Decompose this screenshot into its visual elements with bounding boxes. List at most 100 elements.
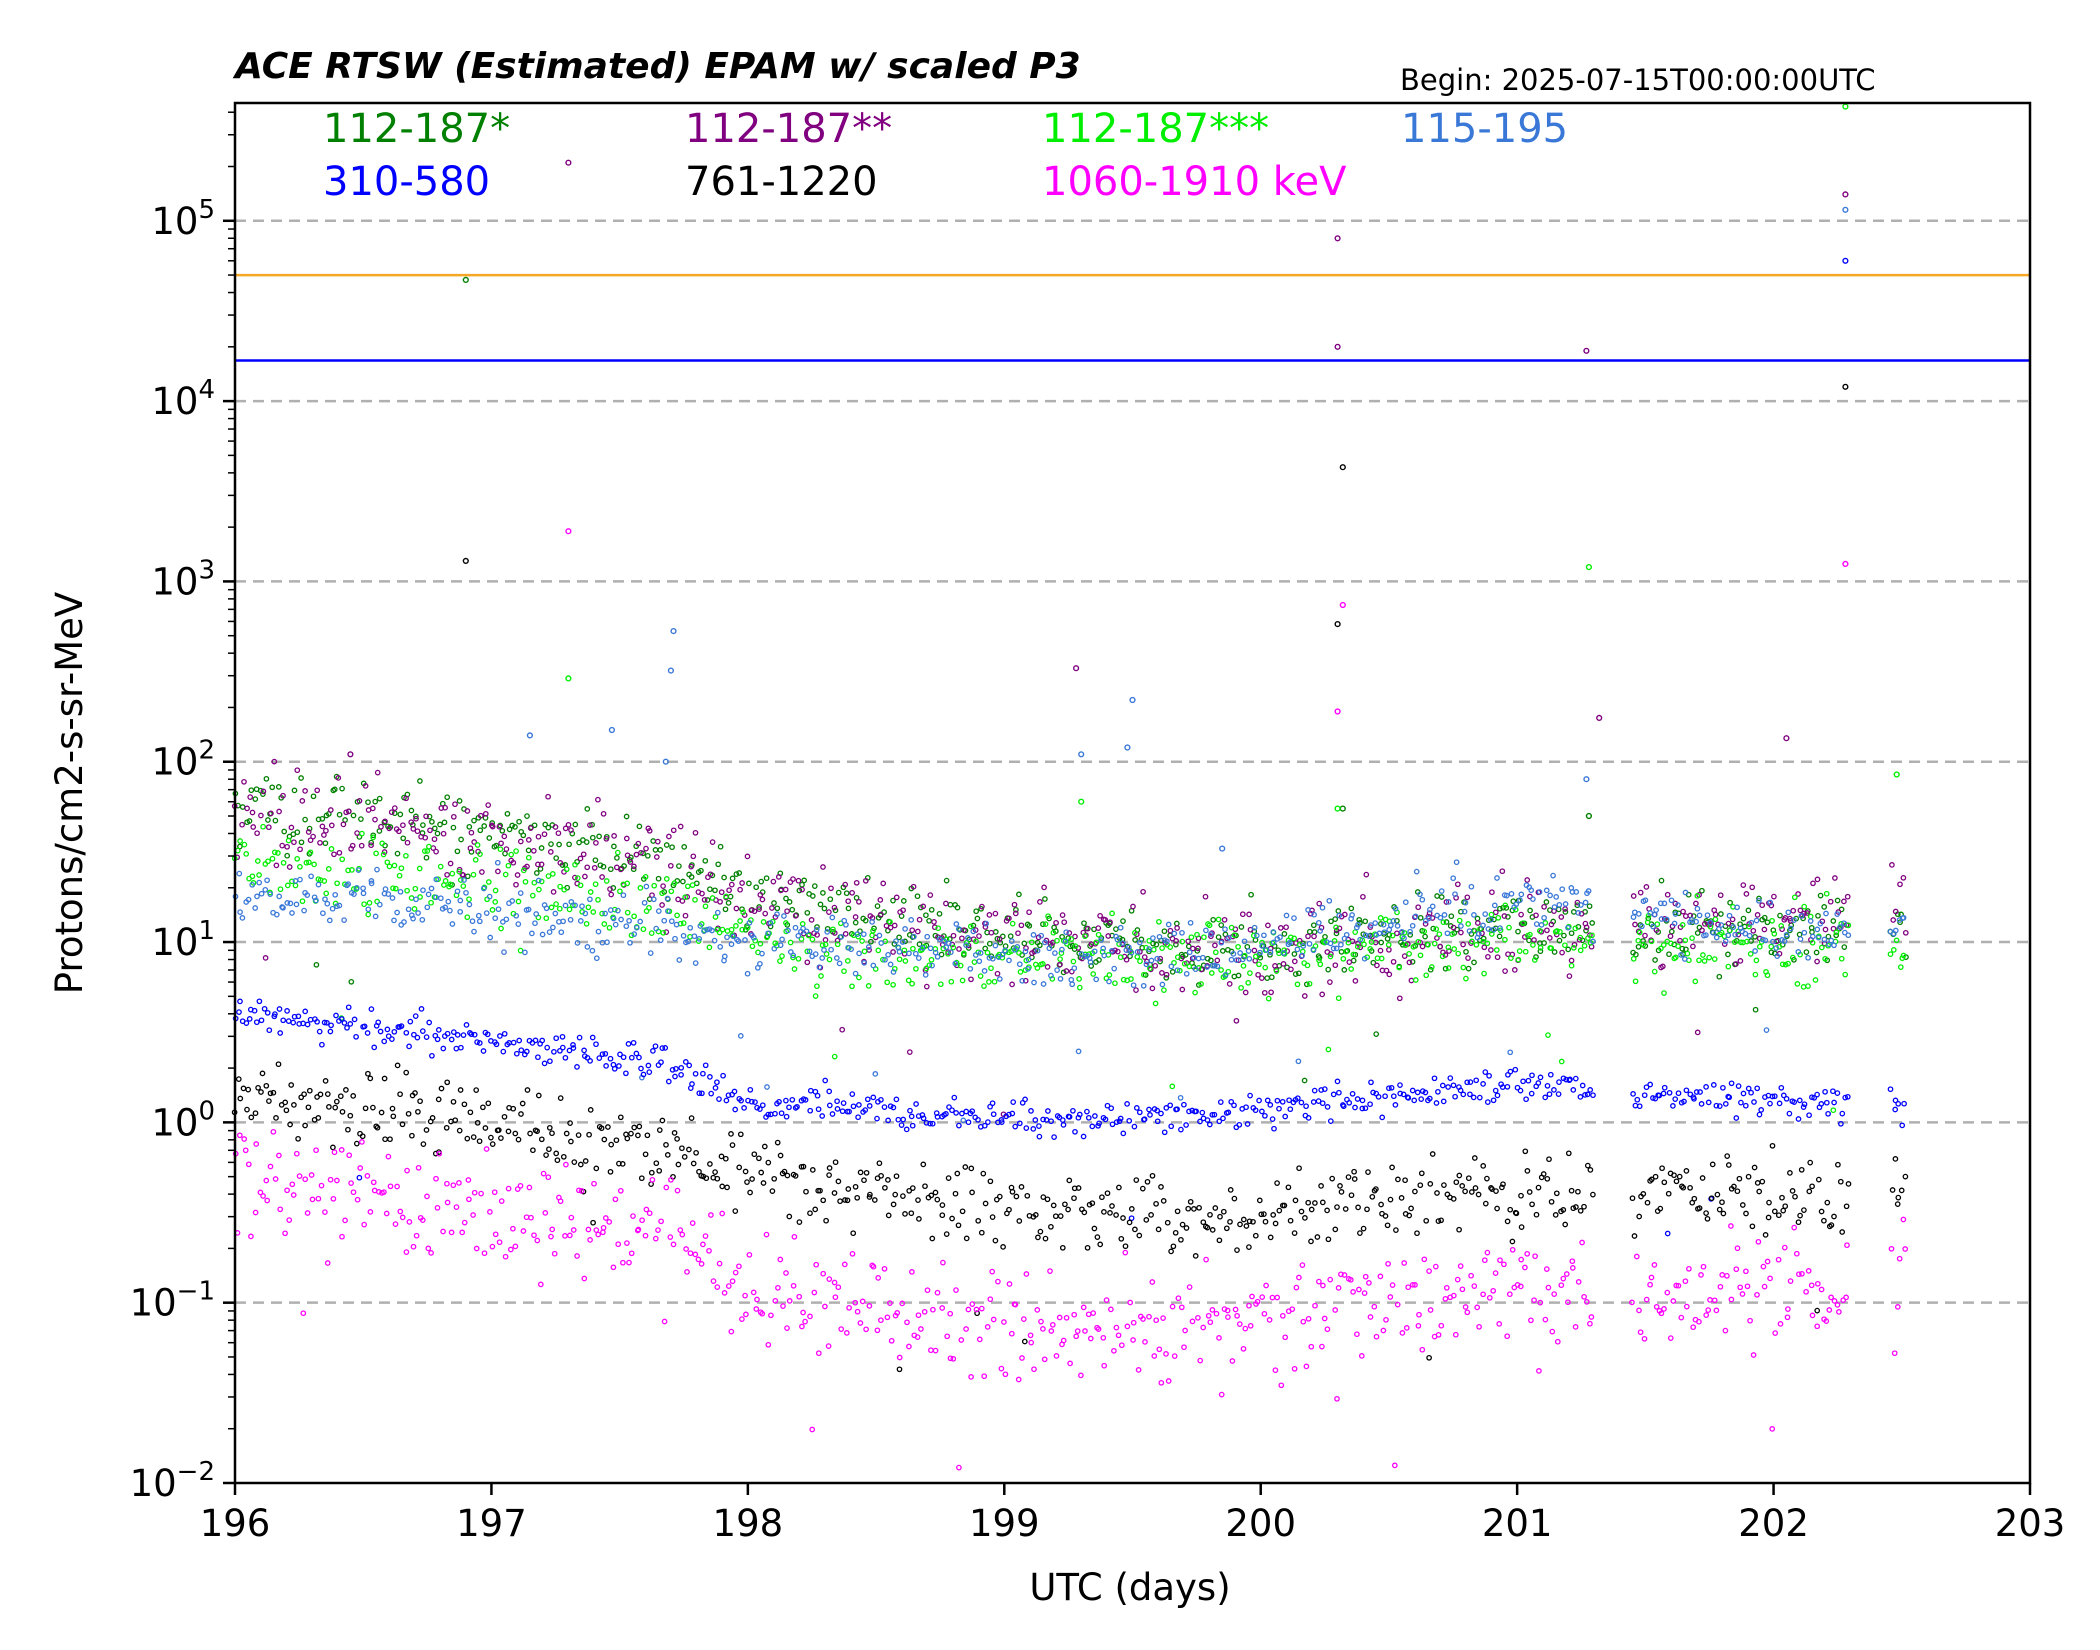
data-point bbox=[824, 925, 831, 932]
data-point bbox=[1231, 1195, 1238, 1202]
data-point bbox=[1212, 1205, 1219, 1211]
data-point bbox=[835, 1284, 842, 1291]
data-point bbox=[990, 1316, 997, 1323]
data-point bbox=[1777, 912, 1783, 919]
data-point bbox=[533, 911, 540, 917]
data-point bbox=[350, 812, 357, 819]
data-point bbox=[1465, 921, 1472, 927]
data-point bbox=[1224, 1307, 1231, 1314]
data-point bbox=[854, 1194, 861, 1201]
data-point bbox=[1675, 943, 1681, 950]
data-point bbox=[1484, 940, 1491, 947]
data-point bbox=[1181, 1101, 1187, 1108]
data-point bbox=[1814, 1280, 1821, 1287]
data-point bbox=[852, 1299, 859, 1306]
data-point bbox=[1126, 1219, 1133, 1226]
data-point bbox=[1528, 1090, 1535, 1097]
data-point bbox=[1786, 1110, 1793, 1117]
data-point bbox=[1551, 949, 1558, 955]
data-point bbox=[387, 1136, 393, 1143]
data-point bbox=[341, 917, 347, 923]
data-point bbox=[1014, 944, 1021, 950]
data-point bbox=[1568, 930, 1575, 937]
data-point bbox=[749, 1176, 755, 1182]
data-point bbox=[1481, 944, 1488, 951]
data-point bbox=[1358, 1353, 1365, 1359]
data-point bbox=[1267, 1102, 1274, 1108]
data-point bbox=[590, 909, 597, 915]
data-point bbox=[1185, 1205, 1192, 1212]
data-point bbox=[1586, 903, 1593, 910]
data-point bbox=[1100, 1334, 1107, 1341]
data-point bbox=[1698, 1101, 1705, 1107]
data-point bbox=[554, 1157, 561, 1164]
data-point bbox=[621, 863, 627, 869]
data-point bbox=[623, 835, 630, 842]
data-point bbox=[1526, 1189, 1533, 1195]
data-point bbox=[1269, 1116, 1276, 1122]
data-point bbox=[1366, 1280, 1372, 1286]
data-point bbox=[1371, 1303, 1378, 1310]
data-point bbox=[1696, 1318, 1702, 1325]
data-point bbox=[326, 1104, 332, 1110]
data-point bbox=[807, 1210, 813, 1217]
data-point bbox=[1318, 1183, 1324, 1189]
data-point bbox=[434, 1204, 441, 1211]
data-point bbox=[733, 905, 740, 912]
data-point bbox=[1897, 881, 1903, 888]
data-point bbox=[241, 1136, 248, 1142]
data-point bbox=[1216, 1118, 1223, 1125]
data-point bbox=[765, 1111, 772, 1118]
data-point bbox=[878, 1172, 884, 1179]
data-point bbox=[606, 924, 613, 931]
data-point bbox=[1153, 1200, 1159, 1207]
data-point bbox=[602, 1215, 609, 1221]
data-point bbox=[610, 885, 617, 891]
data-point bbox=[340, 821, 347, 828]
data-point bbox=[1128, 976, 1134, 982]
data-point bbox=[365, 911, 372, 918]
data-point bbox=[1338, 1189, 1345, 1195]
data-point bbox=[1543, 1266, 1550, 1272]
data-point bbox=[1551, 1087, 1557, 1093]
data-point bbox=[397, 811, 404, 818]
data-point bbox=[1894, 1304, 1901, 1310]
data-point bbox=[758, 878, 765, 885]
data-point bbox=[809, 1167, 816, 1173]
data-point bbox=[327, 1028, 334, 1035]
data-point bbox=[1496, 933, 1503, 940]
data-point bbox=[1415, 1322, 1422, 1329]
data-point bbox=[774, 911, 780, 918]
data-point bbox=[1210, 916, 1217, 923]
data-point bbox=[1680, 1184, 1687, 1191]
data-point bbox=[482, 1125, 489, 1131]
data-point bbox=[1633, 1253, 1640, 1260]
data-point bbox=[355, 867, 362, 873]
data-point bbox=[751, 1151, 758, 1158]
data-point bbox=[543, 905, 550, 912]
data-point bbox=[1467, 1091, 1473, 1098]
data-point bbox=[795, 955, 802, 962]
data-point bbox=[514, 1186, 521, 1192]
data-point bbox=[607, 866, 614, 873]
data-point bbox=[434, 830, 441, 837]
data-point bbox=[1733, 961, 1739, 967]
data-point bbox=[891, 922, 898, 929]
data-point bbox=[1546, 1156, 1552, 1163]
data-point bbox=[1482, 1069, 1489, 1075]
data-point bbox=[1522, 1264, 1528, 1271]
data-point bbox=[509, 898, 516, 904]
data-point bbox=[377, 1028, 384, 1035]
data-point bbox=[688, 874, 695, 880]
data-point bbox=[1047, 1268, 1053, 1274]
data-point bbox=[885, 1177, 891, 1183]
data-point bbox=[267, 891, 274, 897]
data-point bbox=[1584, 1091, 1591, 1098]
data-point bbox=[968, 976, 974, 983]
data-point bbox=[1537, 1299, 1544, 1306]
data-point bbox=[1452, 1093, 1458, 1100]
data-point bbox=[411, 906, 418, 912]
data-point bbox=[275, 784, 282, 790]
data-point bbox=[754, 1104, 760, 1111]
